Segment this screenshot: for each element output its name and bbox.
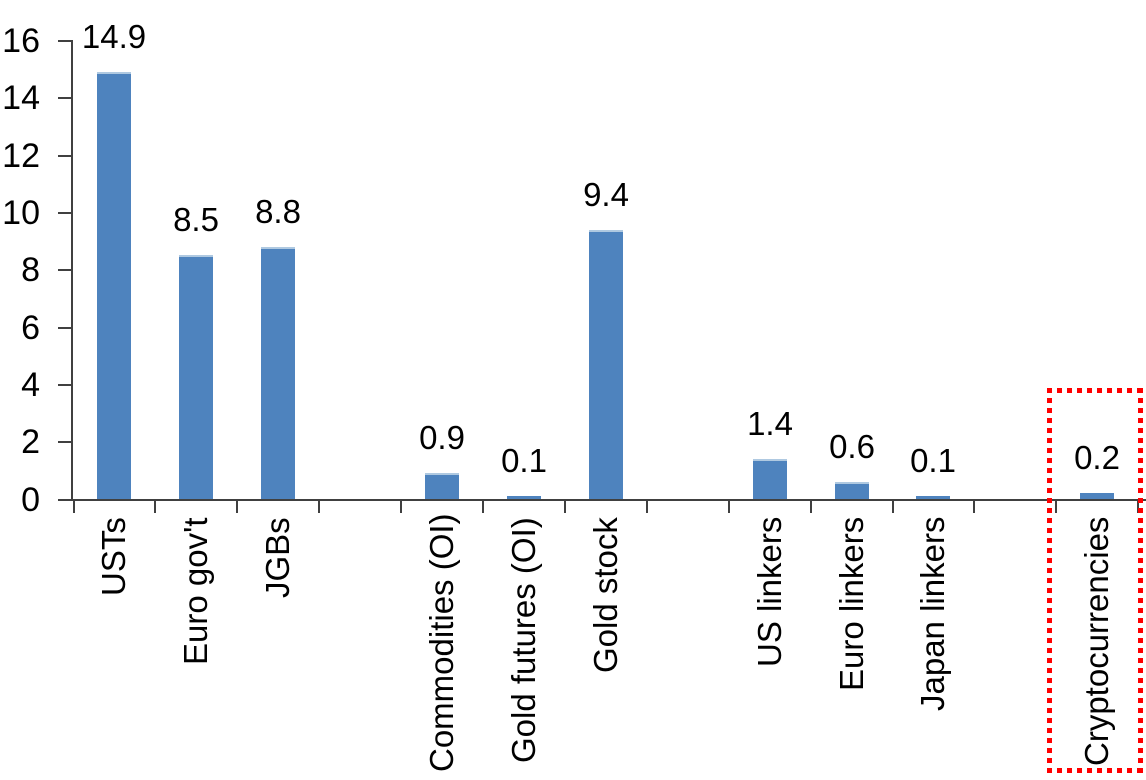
- x-axis-line: [58, 499, 1146, 501]
- data-label: 8.5: [173, 201, 219, 238]
- data-label: 14.9: [81, 18, 147, 55]
- y-tick-label: 6: [21, 309, 40, 347]
- y-tick: [58, 97, 71, 99]
- x-tick-label: Commodities (OI): [423, 513, 460, 772]
- x-tick: [400, 499, 402, 513]
- x-tick: [73, 499, 75, 513]
- y-tick-label: 10: [2, 194, 40, 232]
- x-tick-label: Gold futures (OI): [505, 517, 542, 763]
- x-tick: [318, 499, 320, 513]
- y-tick: [58, 441, 71, 443]
- x-tick: [810, 499, 812, 513]
- x-tick: [646, 499, 648, 513]
- bar-commodities-oi: [425, 473, 459, 499]
- x-tick: [892, 499, 894, 513]
- highlight-box-top-edge: [1047, 388, 1143, 393]
- x-tick: [482, 499, 484, 513]
- y-tick-label: 14: [2, 79, 40, 117]
- bar-gold-stock: [589, 230, 623, 499]
- x-tick: [564, 499, 566, 513]
- y-tick: [58, 212, 71, 214]
- y-tick: [58, 384, 71, 386]
- y-tick-label: 2: [21, 423, 40, 461]
- bar-cryptocurrencies: [1080, 493, 1114, 499]
- y-tick: [58, 155, 71, 157]
- data-label: 0.1: [910, 442, 956, 479]
- x-tick-label: Japan linkers: [914, 517, 951, 712]
- x-tick-label: Gold stock: [587, 517, 624, 673]
- data-label: 9.4: [583, 176, 629, 213]
- data-label: 0.6: [829, 428, 875, 465]
- bar-us-linkers: [753, 459, 787, 499]
- x-tick: [154, 499, 156, 513]
- bar-euro-gov-t: [179, 255, 213, 499]
- y-tick: [58, 40, 71, 42]
- y-tick-label: 8: [21, 251, 40, 289]
- y-tick-label: 12: [2, 137, 40, 175]
- data-label: 8.8: [255, 193, 301, 230]
- y-tick: [58, 327, 71, 329]
- bar-jgbs: [261, 247, 295, 499]
- x-tick-label: US linkers: [751, 517, 788, 668]
- x-tick: [973, 499, 975, 513]
- x-tick-label: Cryptocurrencies: [1078, 517, 1115, 767]
- data-label: 1.4: [747, 405, 793, 442]
- bar-euro-linkers: [835, 482, 869, 499]
- x-tick-label: JGBs: [259, 517, 296, 598]
- bar-usts: [97, 72, 131, 499]
- x-tick-label: USTs: [95, 517, 132, 596]
- x-tick-label: Euro linkers: [833, 517, 870, 692]
- data-label: 0.9: [419, 419, 465, 456]
- x-tick-label: Euro gov't: [177, 517, 214, 665]
- x-tick: [1137, 499, 1139, 513]
- y-tick-label: 0: [21, 481, 40, 519]
- x-tick: [1055, 499, 1057, 513]
- y-axis-line: [71, 40, 73, 501]
- y-tick: [58, 499, 71, 501]
- y-tick: [58, 269, 71, 271]
- x-tick: [728, 499, 730, 513]
- x-tick: [236, 499, 238, 513]
- bar-japan-linkers: [916, 496, 950, 499]
- data-label: 0.2: [1074, 439, 1120, 476]
- y-tick-label: 4: [21, 366, 40, 404]
- bar-gold-futures-oi: [507, 496, 541, 499]
- y-tick-label: 16: [2, 22, 40, 60]
- data-label: 0.1: [501, 442, 547, 479]
